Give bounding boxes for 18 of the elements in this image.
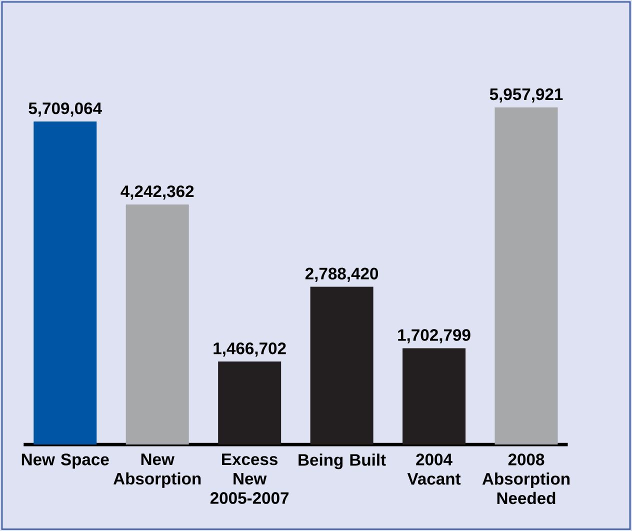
bar (126, 204, 189, 444)
bar (310, 286, 374, 444)
bar (402, 348, 466, 444)
x-tick-label: New Absorption (113, 454, 201, 488)
x-tick-label: 2004 Vacant (407, 454, 461, 485)
bar (34, 121, 97, 444)
data-label: 1,702,799 (398, 329, 470, 344)
data-label: 4,242,362 (120, 185, 194, 200)
x-tick-label: 2008 Absorption Needed (482, 454, 570, 504)
data-label: 5,957,921 (490, 88, 563, 102)
x-tick-label: Excess New 2005-2007 (210, 454, 289, 504)
x-tick-label: New Space (22, 454, 109, 469)
data-label: 1,466,702 (214, 342, 286, 357)
data-label: 5,709,064 (28, 102, 102, 116)
bar (494, 107, 558, 444)
bar (218, 361, 282, 444)
data-label: 2,788,420 (305, 268, 378, 282)
x-tick-label: Being Built (298, 454, 386, 470)
